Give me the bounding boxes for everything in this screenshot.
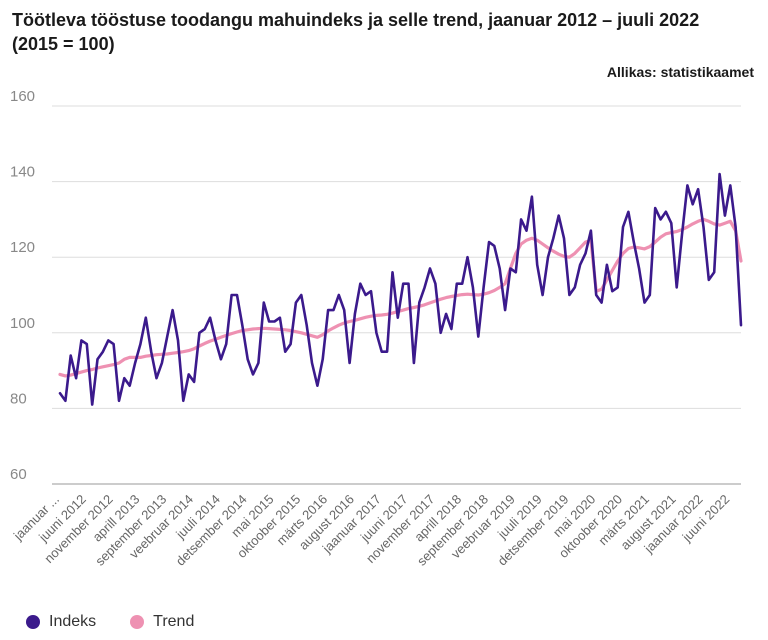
- legend-item-indeks[interactable]: Indeks: [26, 613, 96, 631]
- y-tick-label: 160: [10, 88, 35, 105]
- y-tick-label: 120: [10, 239, 35, 256]
- legend-swatch-trend: [130, 615, 145, 629]
- grid-lines: [52, 105, 741, 485]
- series-line-indeks[interactable]: [58, 172, 743, 406]
- line-chart: 60 80 100 120 140 160 jaanuar ...juuni 2012no…: [10, 88, 743, 569]
- series-line-trend[interactable]: [58, 217, 743, 378]
- legend: Indeks Trend: [26, 613, 194, 631]
- y-tick-label: 60: [10, 466, 27, 483]
- y-tick-label: 100: [10, 315, 35, 332]
- legend-swatch-indeks: [26, 615, 40, 629]
- chart-source: Allikas: statistikaamet: [606, 64, 754, 80]
- y-tick-label: 80: [10, 390, 27, 407]
- chart-title: Töötleva tööstuse toodangu mahuindeks ja…: [12, 10, 700, 54]
- y-axis-ticks: 60 80 100 120 140 160: [10, 88, 35, 483]
- legend-label-trend: Trend: [153, 613, 195, 630]
- series-lines: [58, 172, 743, 406]
- y-tick-label: 140: [10, 164, 35, 181]
- legend-label-indeks: Indeks: [49, 613, 97, 630]
- legend-item-trend[interactable]: Trend: [130, 613, 194, 631]
